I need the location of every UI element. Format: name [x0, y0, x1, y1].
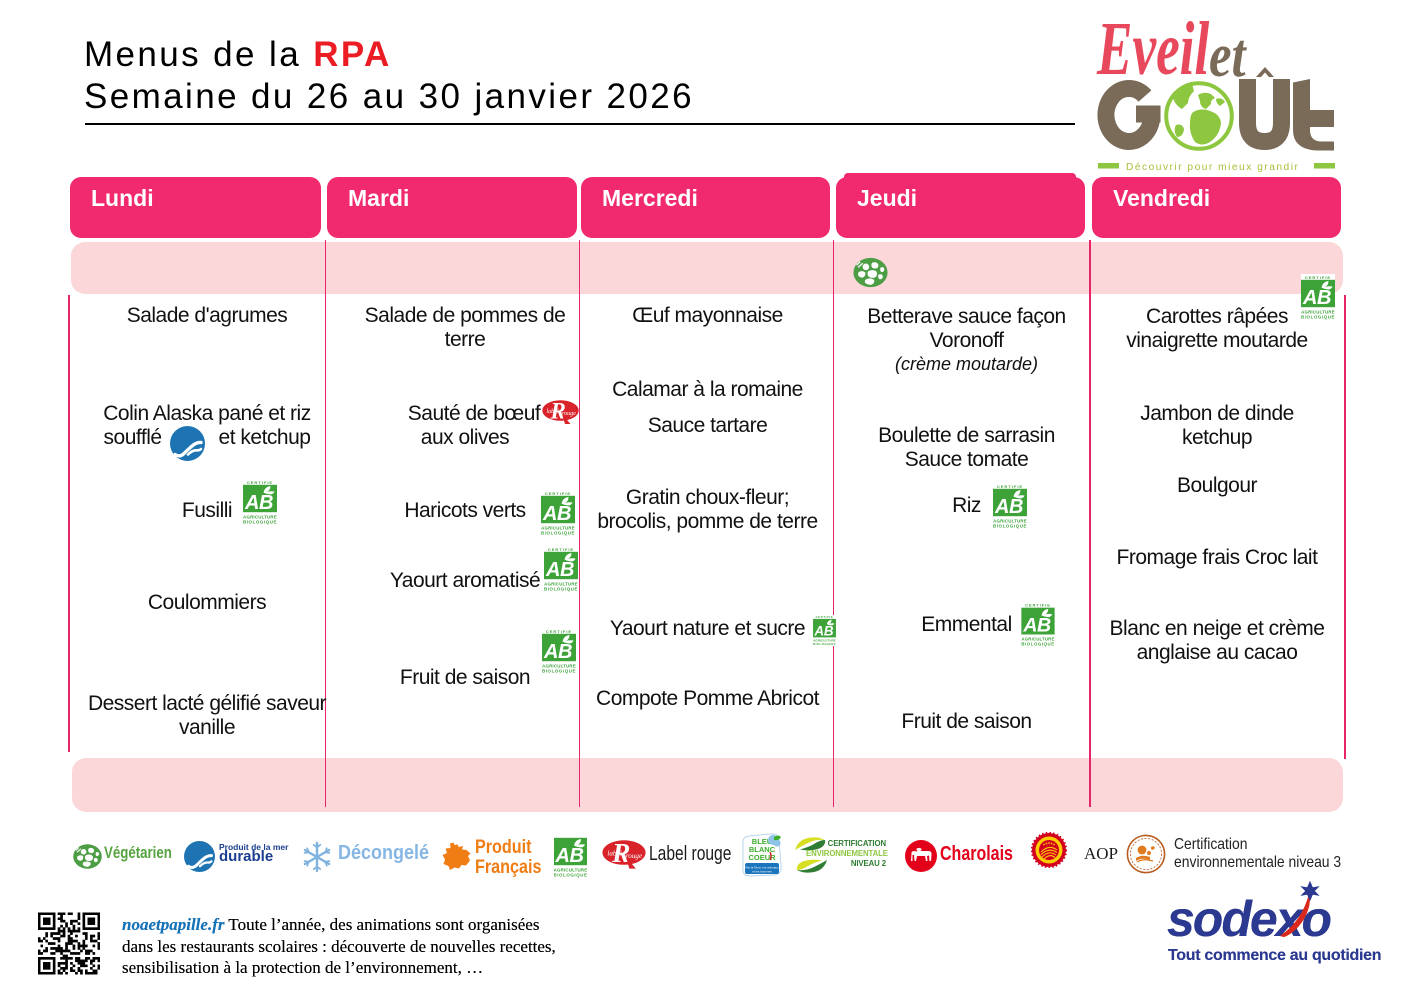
svg-text:BLANC: BLANC: [749, 845, 776, 854]
svg-text:BLEU: BLEU: [752, 837, 772, 846]
svg-text:sodexo: sodexo: [1167, 891, 1331, 947]
svg-text:sodexo: sodexo: [1167, 891, 1331, 947]
svg-text:Eveil: Eveil: [1096, 10, 1210, 91]
svg-text:COEUR: COEUR: [748, 853, 776, 862]
svg-text:Tout commence au quotidien: Tout commence au quotidien: [1168, 947, 1381, 964]
svg-text:Découvrir pour mieux grandir: Découvrir pour mieux grandir: [1126, 162, 1299, 173]
svg-text:et: et: [1209, 21, 1248, 90]
svg-text:et les hommes: et les hommes: [752, 870, 772, 874]
svg-text:Tout commence au quotidien: Tout commence au quotidien: [1168, 947, 1381, 964]
svg-text:Par la Terre, les animaux: Par la Terre, les animaux: [745, 866, 779, 870]
